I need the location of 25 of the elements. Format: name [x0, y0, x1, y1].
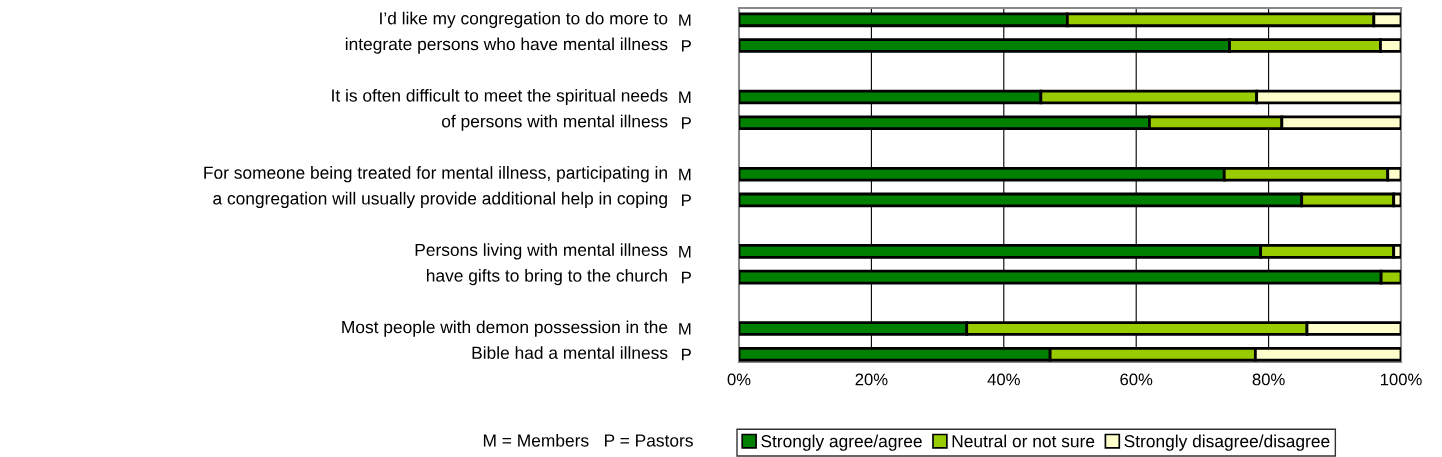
x-tick-label: 80% [1252, 373, 1285, 386]
text: For someone being treated for mental illness, participating in a congregation will usually provide additional help in coping [204, 166, 667, 209]
text: Most people with demon possession in the Bible had a mental illness [342, 320, 668, 359]
x-tick-label: 20% [855, 373, 888, 386]
y-tick-label: P [682, 348, 691, 361]
x-tick-label: 40% [987, 373, 1020, 386]
y-tick-label: M [679, 323, 691, 335]
y-tick-label: P [682, 194, 691, 206]
text: I’d like my congregation to do more to integrate persons who have mental illness [345, 11, 668, 54]
x-tick-label: 100% [1380, 373, 1422, 386]
legend-label: Neutral or not sure [952, 434, 1095, 448]
text: It is often difficult to meet the spiritual needs of persons with mental illness [332, 88, 668, 131]
x-tick-label: 0% [727, 373, 751, 386]
y-tick-label: P [682, 40, 691, 52]
y-tick-label: M [679, 168, 691, 181]
y-tick-label: P [682, 271, 691, 284]
legend-label: Strongly disagree/disagree [1124, 434, 1330, 451]
text: M = Members P = Pastors [483, 433, 693, 447]
text: Persons living with mental illness have gifts to bring to the church [415, 243, 668, 286]
y-tick-label: M [679, 14, 691, 26]
y-tick-label: P [682, 117, 691, 129]
legend-label: Strongly agree/agree [761, 434, 922, 451]
x-tick-label: 60% [1120, 373, 1153, 386]
y-tick-label: M [679, 91, 691, 104]
y-tick-label: M [679, 245, 691, 258]
